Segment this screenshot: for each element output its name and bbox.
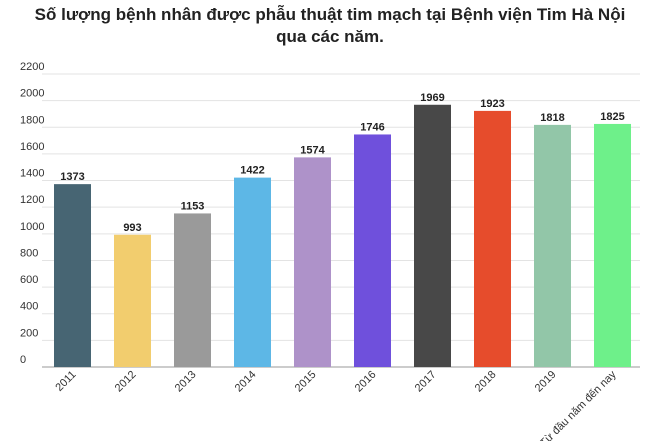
bar [234,177,271,367]
y-tick-label: 0 [20,354,26,366]
x-tick-label: 2015 [293,369,319,395]
bar [294,157,331,367]
bar [594,123,631,368]
data-label: 1574 [300,144,325,156]
bar [414,104,451,367]
y-tick-label: 2000 [20,88,44,100]
y-tick-label: 1600 [20,141,44,153]
data-label: 1825 [600,111,624,123]
data-label: 1422 [240,165,264,177]
chart-title: Số lượng bệnh nhân được phẫu thuật tim m… [34,5,626,46]
bar [354,134,391,367]
x-tick-label: 2011 [53,369,78,394]
data-label: 993 [123,222,141,234]
y-tick-label: 1200 [20,194,44,206]
x-tick-label: 2018 [473,369,499,395]
y-tick-label: 200 [20,327,38,339]
bar [54,184,91,367]
y-tick-label: 1800 [20,114,44,126]
data-label: 1153 [181,200,205,212]
bar [114,234,151,367]
data-label: 1746 [360,121,384,133]
x-tick-label: 2017 [413,369,439,395]
x-tick-label: 2012 [113,369,139,395]
bar [174,213,211,367]
x-tick-label: 2016 [353,369,379,395]
x-tick-label: 2013 [173,369,199,395]
x-tick-label: 2014 [233,369,259,395]
y-tick-label: 2200 [20,61,44,73]
y-tick-label: 800 [20,247,38,259]
data-label: 1373 [60,171,84,183]
y-tick-label: 1000 [20,221,44,233]
bar [534,124,571,367]
data-label: 1818 [540,112,564,124]
data-label: 1969 [420,92,444,104]
bar [474,110,511,368]
data-label: 1923 [480,98,504,110]
y-tick-label: 1400 [20,168,44,180]
x-tick-label: 2019 [533,369,559,395]
y-tick-label: 400 [20,301,38,313]
y-tick-label: 600 [20,274,38,286]
